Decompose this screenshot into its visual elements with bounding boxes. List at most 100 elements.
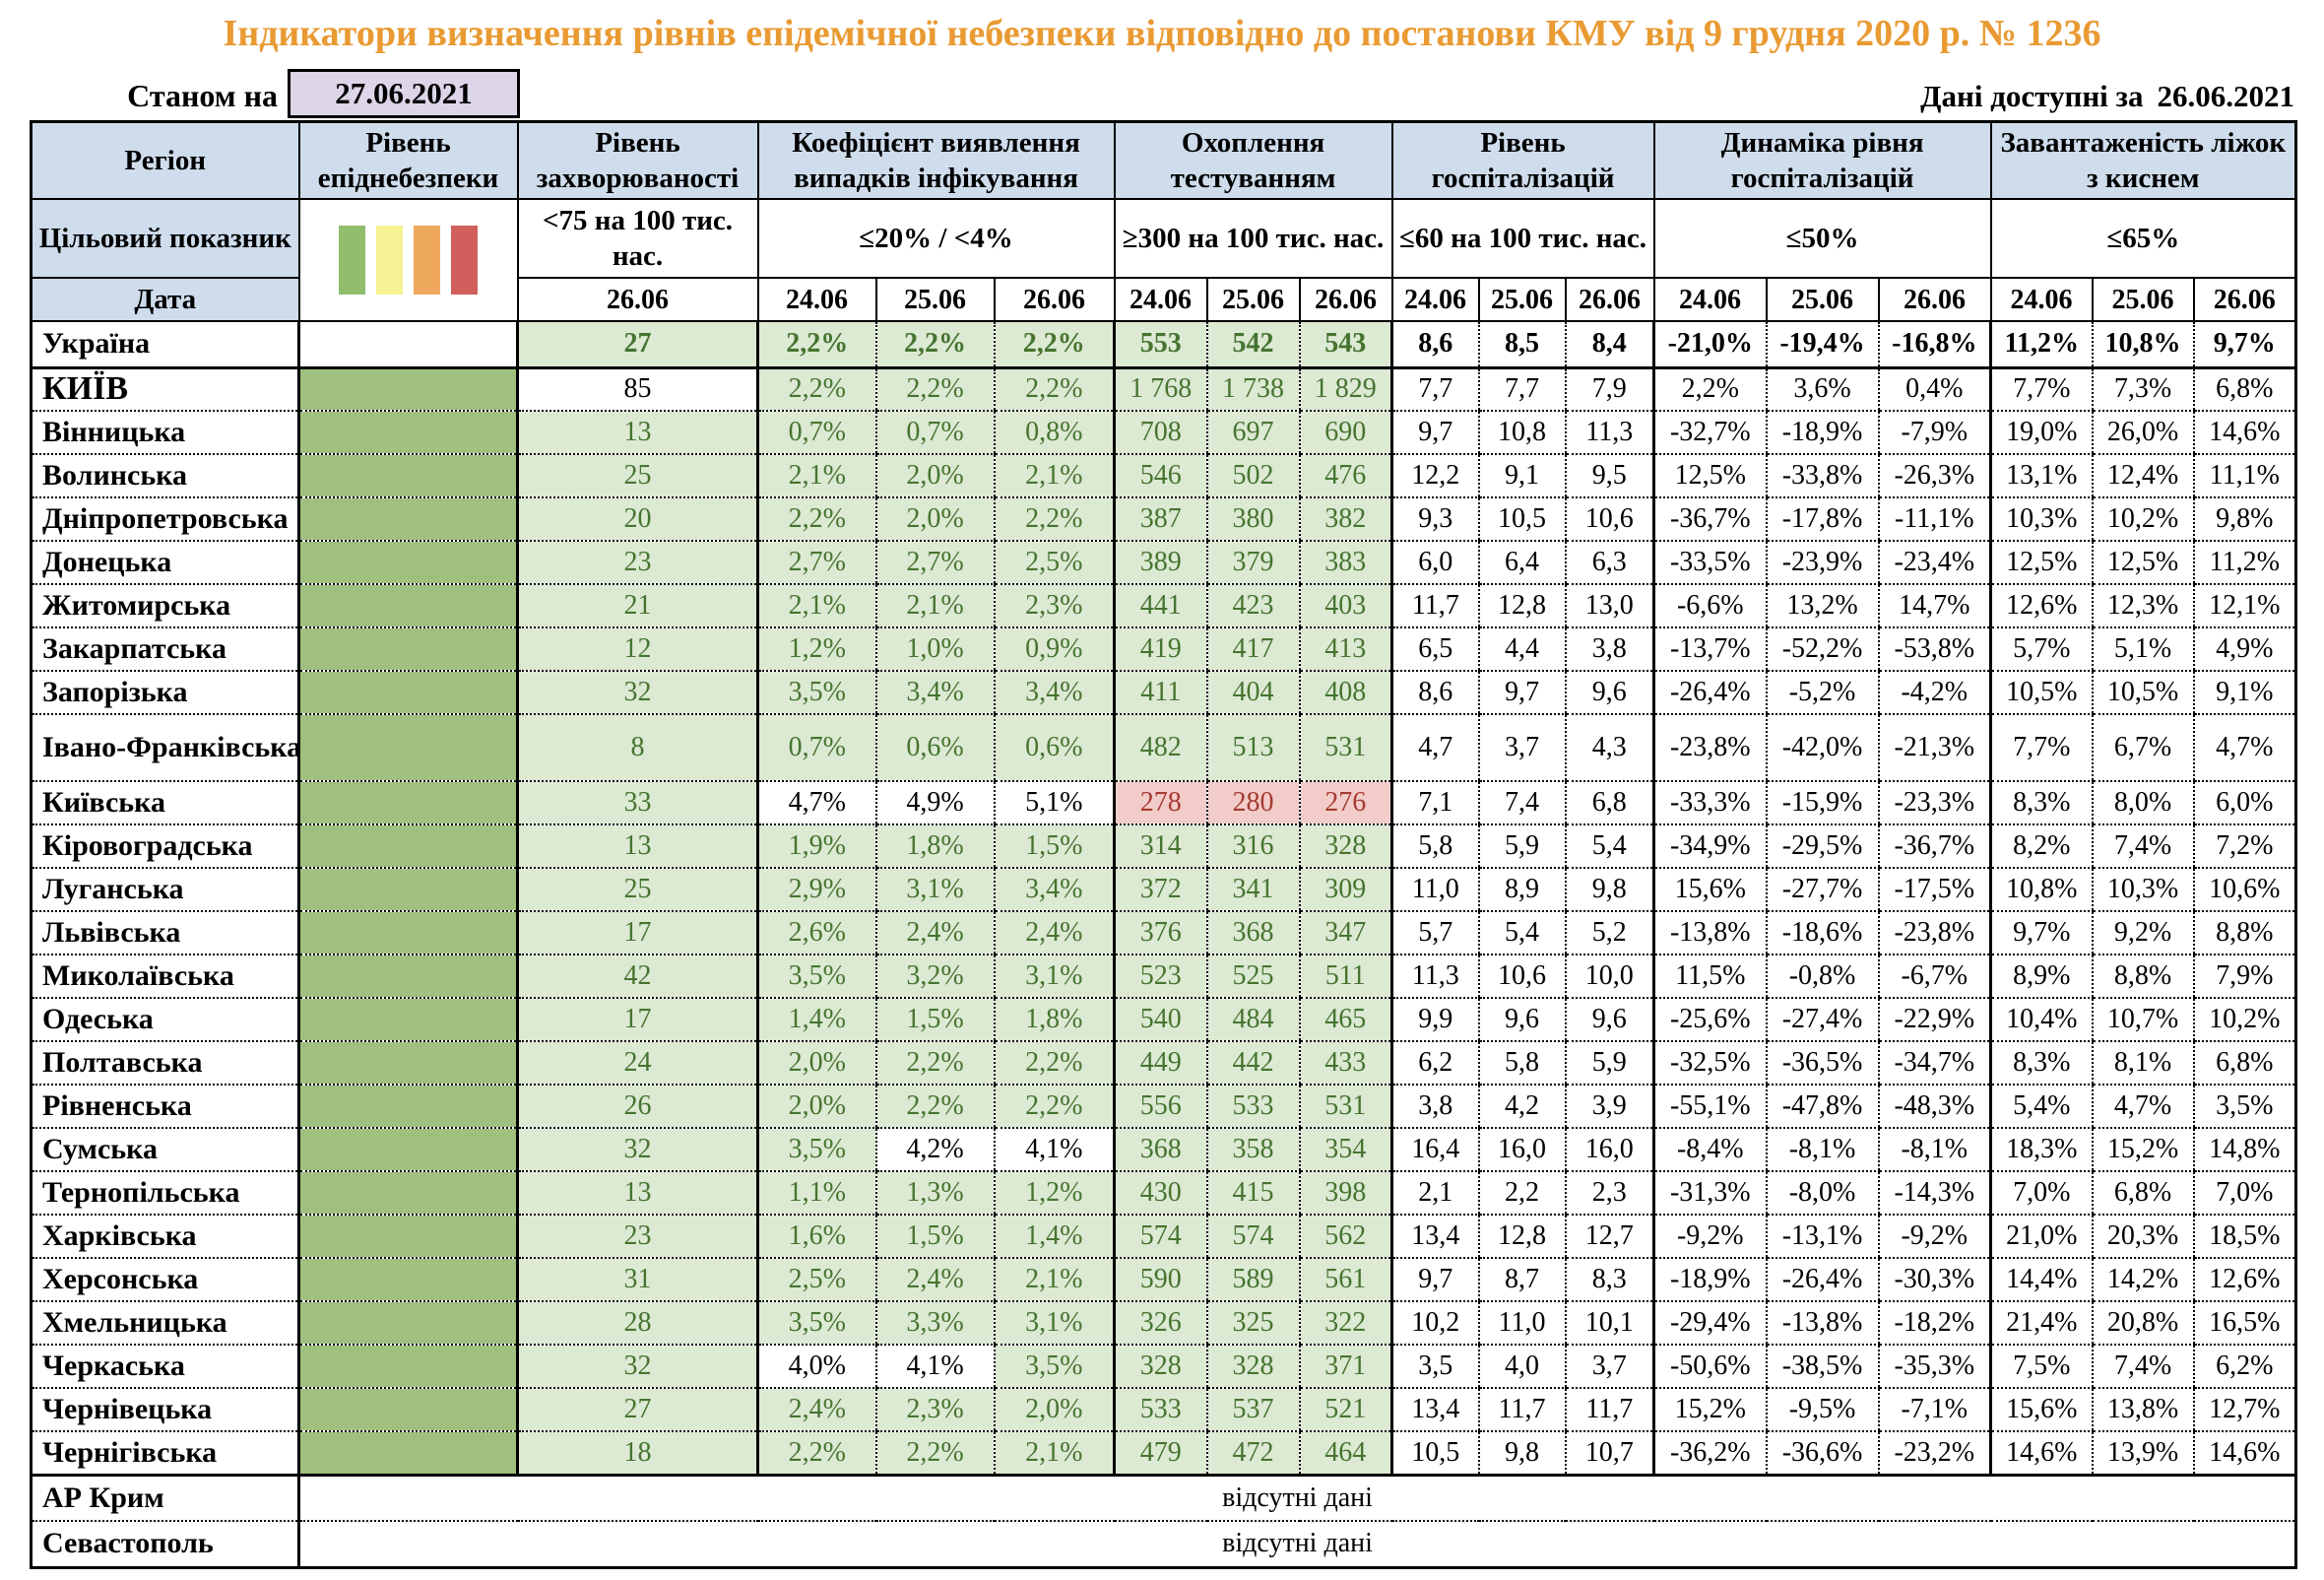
cell-hospitalization: 11,0 — [1390, 868, 1479, 913]
cell-oxygen-beds: 5,1% — [2091, 627, 2194, 673]
cell-testing: 525 — [1205, 955, 1300, 1000]
cell-oxygen-beds: 8,1% — [2091, 1041, 2194, 1086]
cell-oxygen-beds: 9,7% — [1989, 911, 2093, 956]
region-name: Чернівецька — [31, 1388, 299, 1433]
cell-detection: 2,2% — [874, 1041, 995, 1086]
cell-testing: 442 — [1205, 1041, 1300, 1086]
cell-hosp-dynamics: -11,1% — [1877, 497, 1991, 543]
cell-hosp-dynamics: -9,2% — [1652, 1215, 1767, 1260]
cell-detection: 1,8% — [993, 998, 1115, 1043]
cell-hospitalization: 13,4 — [1390, 1215, 1479, 1260]
cell-oxygen-beds: 15,2% — [2091, 1128, 2194, 1173]
cell-hospitalization: 6,5 — [1390, 627, 1479, 673]
table-row: Вінницька 13 0,7% 0,7% 0,8% 708 697 690 9,7 10,8 1… — [31, 411, 2296, 456]
cell-detection: 5,1% — [993, 781, 1115, 826]
cell-hosp-dynamics: -29,4% — [1652, 1301, 1767, 1347]
cell-testing: 278 — [1113, 781, 1207, 826]
cell-testing: 1 768 — [1113, 367, 1207, 413]
cell-hospitalization: 11,3 — [1390, 955, 1479, 1000]
legend-bars — [304, 226, 513, 296]
cell-oxygen-beds: 12,4% — [2091, 454, 2194, 499]
cell-detection: 2,0% — [874, 454, 995, 499]
cell-hospitalization: 8,5 — [1477, 321, 1566, 369]
cell-incidence: 13 — [516, 411, 758, 456]
cell-hospitalization: 16,0 — [1477, 1128, 1566, 1173]
table-row: Закарпатська 12 1,2% 1,0% 0,9% 419 417 413 6,5 4,… — [31, 627, 2296, 673]
cell-hosp-dynamics: 15,2% — [1652, 1388, 1767, 1433]
region-name: Тернопільська — [31, 1171, 299, 1217]
cell-oxygen-beds: 7,7% — [1989, 714, 2093, 783]
cell-testing: 403 — [1298, 584, 1392, 629]
cell-hospitalization: 12,2 — [1390, 454, 1479, 499]
cell-testing: 380 — [1205, 497, 1300, 543]
cell-hospitalization: 10,2 — [1390, 1301, 1479, 1347]
table-row: Івано-Франківська 8 0,7% 0,6% 0,6% 482 513 531 4… — [31, 714, 2296, 783]
target-testing: ≥300 на 100 тис. нас. — [1113, 198, 1393, 280]
table-row: Миколаївська 42 3,5% 3,2% 3,1% 523 525 511 11,3 1… — [31, 955, 2296, 1000]
cell-hosp-dynamics: -17,8% — [1765, 497, 1879, 543]
cell-oxygen-beds: 18,3% — [1989, 1128, 2093, 1173]
danger-level-cell — [297, 824, 518, 870]
cell-hosp-dynamics: -9,5% — [1765, 1388, 1879, 1433]
cell-incidence: 85 — [516, 367, 758, 413]
table-row-no-data: Севастополь відсутні дані — [31, 1521, 2296, 1569]
cell-testing: 383 — [1298, 541, 1392, 586]
column-group-hospitalization: Рівень госпіталізацій — [1390, 120, 1655, 201]
table-header: Регіон Рівень епіднебезпеки Рівень захво… — [30, 120, 2297, 323]
cell-incidence: 23 — [516, 541, 758, 586]
cell-detection: 2,1% — [993, 454, 1115, 499]
cell-hospitalization: 6,4 — [1477, 541, 1566, 586]
cell-hospitalization: 6,2 — [1390, 1041, 1479, 1086]
legend-bar-0 — [339, 226, 365, 296]
cell-testing: 358 — [1205, 1128, 1300, 1173]
danger-level-cell — [297, 781, 518, 826]
table-row: Полтавська 24 2,0% 2,2% 2,2% 449 442 433 6,2 5,8 5… — [31, 1041, 2296, 1086]
table-row-no-data: АР Крим відсутні дані — [31, 1475, 2296, 1523]
as-of-label: Станом на — [127, 77, 278, 113]
cell-hospitalization: 5,4 — [1564, 824, 1654, 870]
cell-detection: 1,2% — [756, 627, 876, 673]
region-name: Миколаївська — [31, 955, 299, 1000]
cell-hosp-dynamics: -36,6% — [1765, 1431, 1879, 1477]
cell-hosp-dynamics: -27,7% — [1765, 868, 1879, 913]
region-name: Кіровоградська — [31, 824, 299, 870]
cell-hospitalization: 5,9 — [1564, 1041, 1654, 1086]
cell-incidence: 32 — [516, 671, 758, 716]
cell-hosp-dynamics: -13,8% — [1765, 1301, 1879, 1347]
cell-hospitalization: 8,6 — [1390, 671, 1479, 716]
date-header: 24.06 — [1652, 277, 1768, 323]
cell-testing: 314 — [1113, 824, 1207, 870]
cell-testing: 556 — [1113, 1085, 1207, 1130]
table-row: Донецька 23 2,7% 2,7% 2,5% 389 379 383 6,0 6,4 6,3… — [31, 541, 2296, 586]
cell-hosp-dynamics: -29,5% — [1765, 824, 1879, 870]
cell-incidence: 33 — [516, 781, 758, 826]
cell-oxygen-beds: 21,4% — [1989, 1301, 2093, 1347]
cell-hosp-dynamics: -26,4% — [1765, 1258, 1879, 1303]
cell-testing: 372 — [1113, 868, 1207, 913]
cell-oxygen-beds: 6,7% — [2091, 714, 2194, 783]
cell-hosp-dynamics: -32,5% — [1652, 1041, 1767, 1086]
cell-testing: 368 — [1113, 1128, 1207, 1173]
cell-hospitalization: 9,7 — [1477, 671, 1566, 716]
cell-hospitalization: 10,6 — [1564, 497, 1654, 543]
region-name: Чернігівська — [31, 1431, 299, 1477]
cell-testing: 574 — [1205, 1215, 1300, 1260]
cell-hosp-dynamics: -35,3% — [1877, 1345, 1991, 1390]
column-group-incidence: Рівень захворюваності — [516, 120, 759, 201]
cell-oxygen-beds: 26,0% — [2091, 411, 2194, 456]
cell-testing: 413 — [1298, 627, 1392, 673]
cell-hospitalization: 10,1 — [1564, 1301, 1654, 1347]
region-name: Черкаська — [31, 1345, 299, 1390]
cell-hosp-dynamics: -42,0% — [1765, 714, 1879, 783]
cell-hosp-dynamics: 3,6% — [1765, 367, 1879, 413]
cell-detection: 2,5% — [756, 1258, 876, 1303]
cell-testing: 574 — [1113, 1215, 1207, 1260]
cell-oxygen-beds: 4,7% — [2192, 714, 2296, 783]
cell-hospitalization: 9,6 — [1477, 998, 1566, 1043]
cell-testing: 537 — [1205, 1388, 1300, 1433]
cell-detection: 2,2% — [993, 367, 1115, 413]
cell-detection: 2,3% — [874, 1388, 995, 1433]
cell-testing: 590 — [1113, 1258, 1207, 1303]
cell-testing: 382 — [1298, 497, 1392, 543]
cell-oxygen-beds: 6,8% — [2091, 1171, 2194, 1217]
